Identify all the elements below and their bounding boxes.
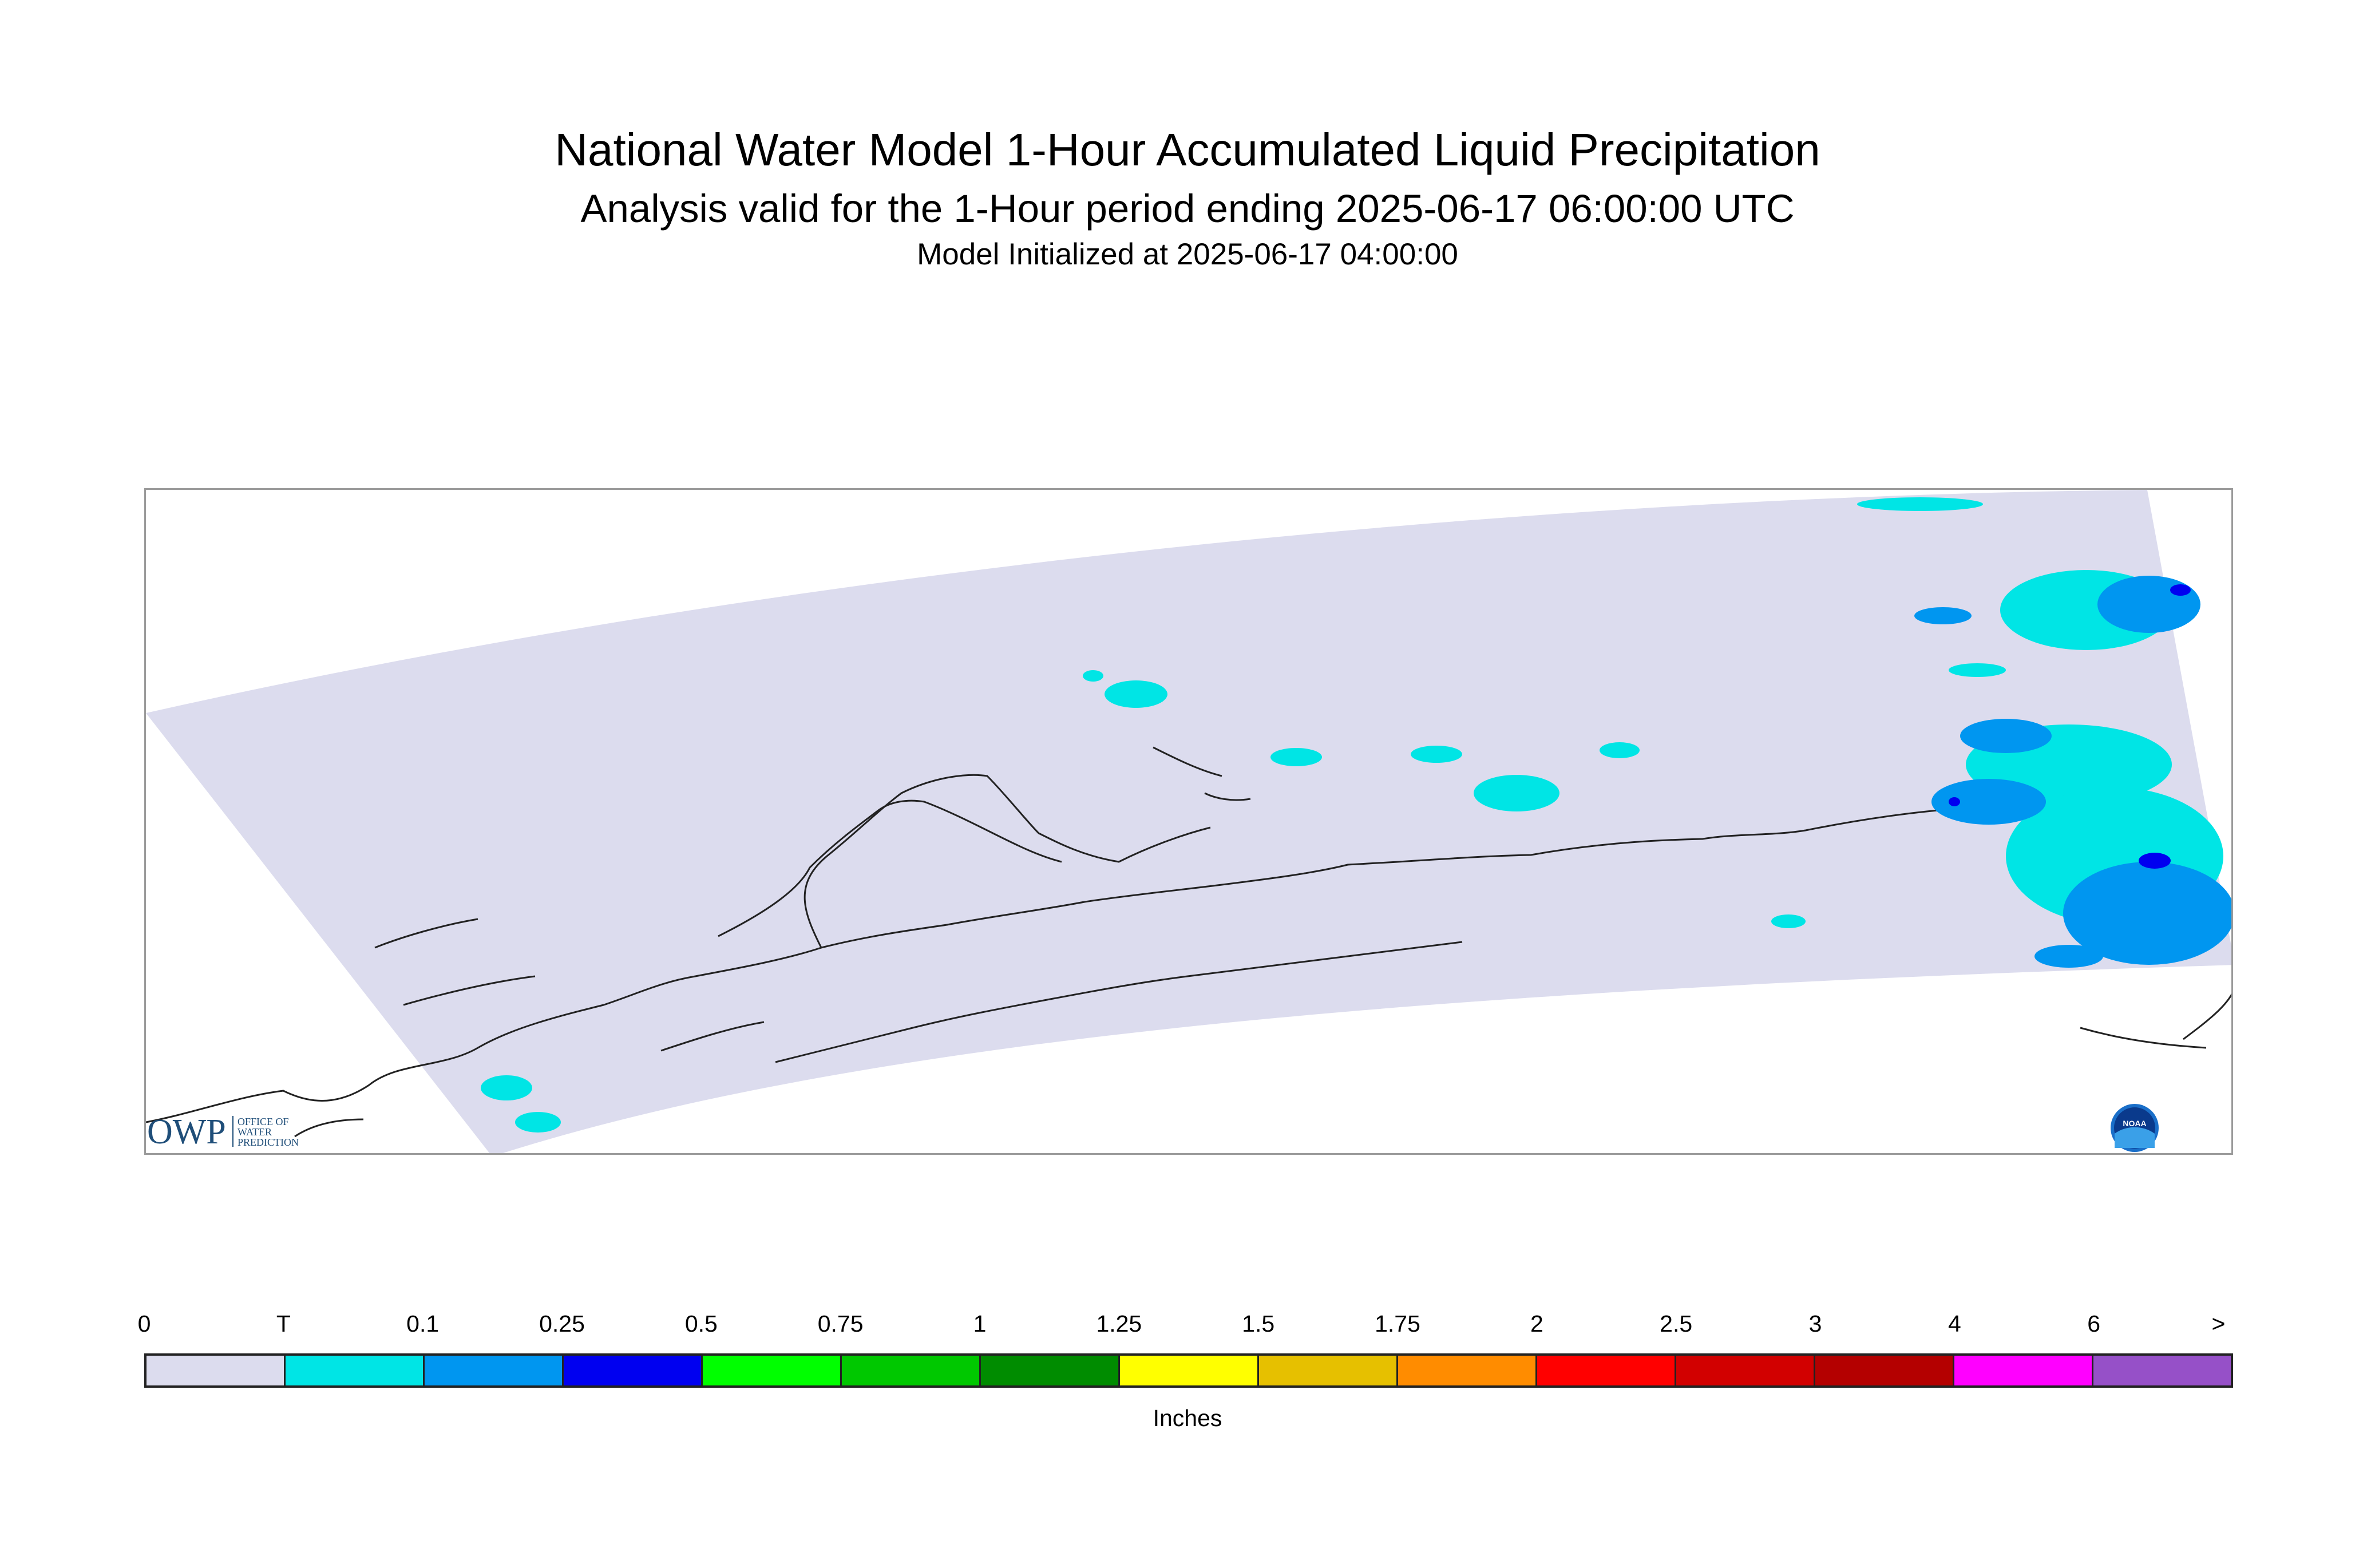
coastline-lower xyxy=(775,941,1463,1063)
precip-cell xyxy=(1474,775,1559,811)
colorbar-tick-label: 1.25 xyxy=(1096,1310,1142,1337)
colorbar-tick-label: 0.75 xyxy=(817,1310,864,1337)
colorbar-tick-label: 4 xyxy=(1948,1310,1961,1337)
colorbar-tick-label: 0.25 xyxy=(539,1310,585,1337)
map-title: National Water Model 1-Hour Accumulated … xyxy=(555,124,1820,175)
precip-cell xyxy=(481,1075,532,1100)
colorbar-tick-label: 3 xyxy=(1808,1310,1822,1337)
colorbar-tick-label: 2.5 xyxy=(1660,1310,1693,1337)
coastline-mainland xyxy=(146,806,2167,1123)
colorbar-segment xyxy=(425,1356,564,1385)
colorbar-segment xyxy=(1954,1356,2093,1385)
colorbar-tick-label: 0.5 xyxy=(684,1310,718,1337)
colorbar-segment xyxy=(564,1356,703,1385)
noaa-logo: NOAA xyxy=(2109,1102,2160,1153)
precip-cell xyxy=(2139,853,2171,869)
precip-cell xyxy=(1270,748,1322,766)
colorbar-segment xyxy=(1120,1356,1259,1385)
colorbar-segment xyxy=(147,1356,286,1385)
colorbar-segment xyxy=(1398,1356,1537,1385)
colorbar-tick-label: > xyxy=(2211,1310,2226,1337)
precip-cell xyxy=(2034,945,2103,968)
colorbar-segment xyxy=(1259,1356,1398,1385)
colorbar-tick-label: 1.5 xyxy=(1242,1310,1275,1337)
precip-cell xyxy=(1771,914,1806,928)
model-domain xyxy=(146,490,2231,1153)
colorbar-labels: 0 T 0.1 0.25 0.5 0.75 1 1.25 1.5 1.75 2 … xyxy=(138,1310,2233,1345)
precipitation-map: OWP OFFICE OF WATER PREDICTION NOAA xyxy=(144,488,2233,1155)
colorbar-segment xyxy=(286,1356,425,1385)
colorbar-tick-label: 1 xyxy=(973,1310,987,1337)
precip-cell xyxy=(1411,746,1462,763)
coastlines xyxy=(146,746,2231,1138)
colorbar-segment xyxy=(2093,1356,2231,1385)
coastline-south xyxy=(2080,993,2231,1049)
noaa-mark: NOAA xyxy=(2123,1119,2146,1128)
colorbar-tick-label: 6 xyxy=(2087,1310,2101,1337)
colorbar-tick-label: 1.75 xyxy=(1375,1310,1420,1337)
precip-cell xyxy=(1931,779,2046,825)
owp-text-line: WATER xyxy=(238,1126,272,1138)
colorbar-tick-label: 0.1 xyxy=(406,1310,440,1337)
precip-cell xyxy=(1914,607,1972,624)
precip-cell xyxy=(1960,719,2052,753)
precip-light-areas xyxy=(1914,576,2231,968)
precip-cell xyxy=(2170,584,2191,596)
model-init-line: Model Initialized at 2025-06-17 04:00:00 xyxy=(917,237,1458,271)
owp-text-line: OFFICE OF xyxy=(238,1116,289,1127)
colorbar-segment xyxy=(703,1356,842,1385)
precip-cell xyxy=(1600,742,1640,758)
precip-cell xyxy=(1949,797,1960,806)
colorbar-segment xyxy=(1676,1356,1815,1385)
precip-cell xyxy=(1857,497,1983,511)
colorbar-tick-label: 2 xyxy=(1530,1310,1543,1337)
precip-cell xyxy=(2063,862,2231,965)
valid-time-subtitle: Analysis valid for the 1-Hour period end… xyxy=(580,187,1795,231)
coastline-peninsula xyxy=(803,774,1211,948)
owp-mark: OWP xyxy=(147,1112,226,1151)
precip-moderate-areas xyxy=(1949,584,2191,869)
precip-cell xyxy=(515,1112,561,1133)
precip-cell xyxy=(1949,663,2006,677)
colorbar-tick-label: 0 xyxy=(137,1310,151,1337)
colorbar-segment xyxy=(1815,1356,1954,1385)
precip-cell xyxy=(2097,576,2200,633)
colorbar-units: Inches xyxy=(1153,1405,1222,1431)
coastline-islands xyxy=(374,918,765,1052)
precip-cell xyxy=(1083,670,1103,682)
map-canvas xyxy=(146,490,2231,1153)
coastline-southwest xyxy=(294,1118,364,1138)
owp-text-line: PREDICTION xyxy=(238,1137,299,1148)
precipitation-colorbar xyxy=(144,1353,2233,1388)
colorbar-tick-label: T xyxy=(276,1310,291,1337)
colorbar-segment xyxy=(981,1356,1120,1385)
coastline-bay xyxy=(718,799,1062,937)
colorbar-segment xyxy=(1537,1356,1676,1385)
coastline-arm xyxy=(1153,746,1251,801)
precip-cell xyxy=(1105,680,1167,708)
owp-logo: OWP OFFICE OF WATER PREDICTION xyxy=(147,1108,353,1153)
colorbar-segment xyxy=(842,1356,981,1385)
